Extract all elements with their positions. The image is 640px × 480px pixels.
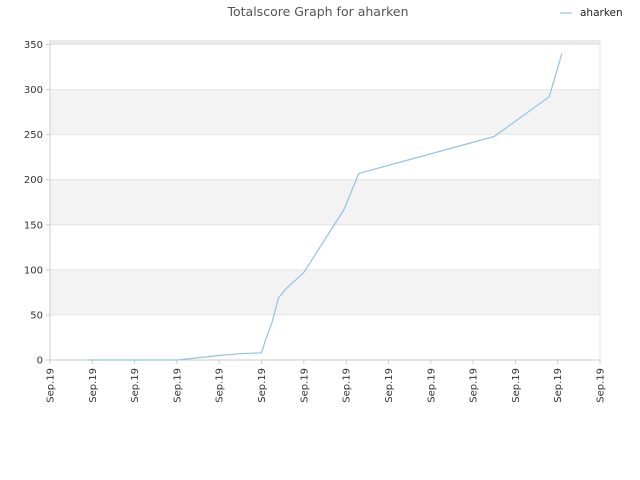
x-tick-label: Sep.19	[553, 368, 564, 403]
x-tick-label: Sep.19	[46, 368, 57, 403]
x-tick-label: Sep.19	[88, 368, 99, 403]
y-tick-label: 50	[30, 310, 43, 321]
x-tick-label: Sep.19	[130, 368, 141, 403]
legend: aharken	[560, 7, 623, 19]
grid-band	[50, 179, 600, 225]
grid-band	[50, 134, 600, 180]
x-tick-label: Sep.19	[384, 368, 395, 403]
grid-band	[50, 224, 600, 270]
x-tick-label: Sep.19	[596, 368, 607, 403]
legend-label: aharken	[580, 7, 623, 19]
series-line-aharken	[88, 53, 563, 361]
x-tick-labels: Sep.19 Sep.19 Sep.19 Sep.19 Sep.19 Sep.19 Sep.…	[46, 360, 607, 403]
y-tick-label: 100	[24, 265, 43, 276]
grid-band	[50, 269, 600, 315]
x-tick-label: Sep.19	[299, 368, 310, 403]
grid-band	[50, 314, 600, 360]
chart-title: Totalscore Graph for aharken	[226, 4, 408, 19]
grid-band	[50, 89, 600, 135]
y-tick-label: 300	[24, 85, 43, 96]
x-tick-label: Sep.19	[342, 368, 353, 403]
grid-band	[50, 40, 600, 45]
series-lines	[88, 53, 563, 361]
x-tick-label: Sep.19	[172, 368, 183, 403]
grid-band	[50, 44, 600, 90]
x-tick-label: Sep.19	[215, 368, 226, 403]
y-tick-label: 250	[24, 130, 43, 141]
y-tick-label: 350	[24, 40, 43, 51]
y-tick-label: 150	[24, 220, 43, 231]
y-tick-label: 0	[37, 356, 43, 367]
plot-bands	[50, 40, 600, 360]
y-tick-label: 200	[24, 175, 43, 186]
x-tick-label: Sep.19	[469, 368, 480, 403]
x-tick-label: Sep.19	[511, 368, 522, 403]
x-tick-label: Sep.19	[426, 368, 437, 403]
x-tick-label: Sep.19	[257, 368, 268, 403]
y-tick-labels: 0 50 100 150 200 250 300 350	[24, 40, 50, 367]
